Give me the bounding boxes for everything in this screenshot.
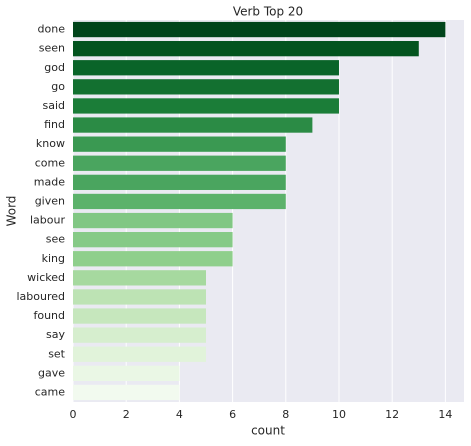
chart-title: Verb Top 20 [233,5,303,19]
bar [73,212,233,229]
bar [73,193,286,210]
y-tick-label: see [46,233,65,246]
x-tick-label: 8 [282,408,289,421]
y-tick-label: given [35,194,65,207]
y-tick-label: said [42,99,65,112]
x-tick-label: 10 [332,408,346,421]
y-tick-label: set [48,347,65,360]
x-tick-label: 6 [229,408,236,421]
y-tick-label: labour [30,214,65,227]
x-tick-label: 12 [385,408,399,421]
x-axis-label: count [251,424,285,438]
bar [73,251,233,267]
x-tick-label: 14 [438,408,452,421]
bar [73,174,286,190]
x-tick-label: 2 [123,408,130,421]
bar [73,155,286,171]
y-tick-label: wicked [27,271,65,284]
y-axis-label: Word [5,196,19,227]
bar [73,232,233,248]
bar [73,98,339,114]
bar [73,289,206,305]
bar [73,21,446,38]
x-tick-label: 4 [176,408,183,421]
bar [73,346,206,362]
y-tick-label: laboured [16,290,65,303]
y-tick-label: done [38,23,66,36]
y-tick-label: made [34,175,65,188]
y-tick-label: king [42,252,65,265]
bar [73,60,339,76]
bar [73,308,206,324]
bar [73,79,339,95]
x-tick-label: 0 [70,408,77,421]
plot-background [73,20,464,402]
y-tick-label: find [44,118,65,131]
y-tick-label: seen [39,42,65,55]
bar [73,270,206,286]
y-tick-label: go [51,80,65,93]
y-tick-label: god [44,61,65,74]
y-tick-label: say [46,328,65,341]
y-tick-label: know [36,137,65,150]
y-tick-label: gave [38,366,65,379]
y-tick-label: found [33,309,65,322]
bar [73,327,206,343]
bar [73,136,286,152]
bar [73,384,180,401]
bar [73,117,313,133]
bar [73,365,180,381]
y-tick-label: came [35,385,66,398]
y-tick-label: come [35,156,65,169]
bar [73,41,419,57]
